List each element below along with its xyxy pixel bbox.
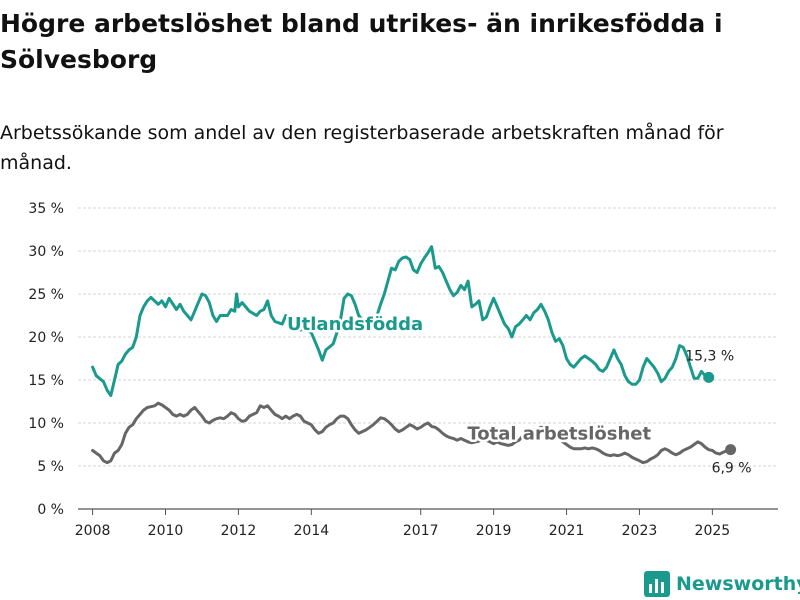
x-tick-label: 2023: [622, 523, 658, 539]
series-lines: 15,3 % 6,9 %: [91, 245, 752, 477]
series-end-point: [725, 444, 737, 456]
bar-chart-logo-icon: [644, 571, 670, 597]
chart-subtitle: Arbetssökande som andel av den registerb…: [0, 122, 724, 174]
series-label: Utlandsfödda: [287, 314, 423, 335]
y-tick-label: 30 %: [28, 244, 64, 260]
x-tick-label: 2017: [403, 523, 439, 539]
y-tick-label: 25 %: [28, 287, 64, 303]
series-labels: Utlandsfödda Total arbetslöshet: [285, 312, 654, 447]
line-chart: 0 %5 %10 %15 %20 %25 %30 %35 % 2008 2010 2…: [28, 201, 778, 539]
series-end-label: 15,3 %: [685, 348, 734, 364]
x-axis-ticks: 2008 2010 2012 2014 2017 2019 2021 2023 2025: [75, 509, 730, 539]
y-tick-label: 35 %: [28, 201, 64, 217]
x-tick-label: 2012: [221, 523, 257, 539]
x-tick-label: 2008: [75, 523, 111, 539]
brand-name: Newsworthy: [676, 573, 800, 595]
series-line-utlandsf-dda: [91, 245, 711, 397]
series-line-total-arbetsl-shet: [91, 401, 733, 465]
y-tick-label: 15 %: [28, 373, 64, 389]
x-tick-label: 2025: [695, 523, 731, 539]
x-tick-label: 2021: [549, 523, 585, 539]
y-tick-label: 20 %: [28, 330, 64, 346]
x-tick-label: 2019: [476, 523, 512, 539]
series-end-label: 6,9 %: [712, 461, 752, 477]
x-tick-label: 2010: [148, 523, 184, 539]
y-tick-label: 10 %: [28, 416, 64, 432]
series-end-point: [703, 371, 715, 383]
y-axis-ticks: 0 % 5 % 10 % 15 % 20 % 25 % 30 % 35 %: [28, 201, 64, 518]
newsworthy-brand[interactable]: Newsworthy: [644, 570, 800, 598]
x-tick-label: 2014: [294, 523, 330, 539]
y-tick-label: 5 %: [37, 459, 64, 475]
chart-title: Högre arbetslöshet bland utrikes- än inr…: [0, 9, 723, 74]
series-label: Total arbetslöshet: [467, 423, 651, 444]
y-tick-label: 0 %: [37, 502, 64, 518]
